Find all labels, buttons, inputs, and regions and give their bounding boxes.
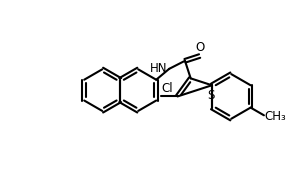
Text: S: S	[207, 89, 215, 102]
Text: Cl: Cl	[161, 82, 173, 95]
Text: HN: HN	[150, 61, 168, 74]
Text: CH₃: CH₃	[265, 110, 286, 123]
Text: O: O	[195, 41, 204, 54]
